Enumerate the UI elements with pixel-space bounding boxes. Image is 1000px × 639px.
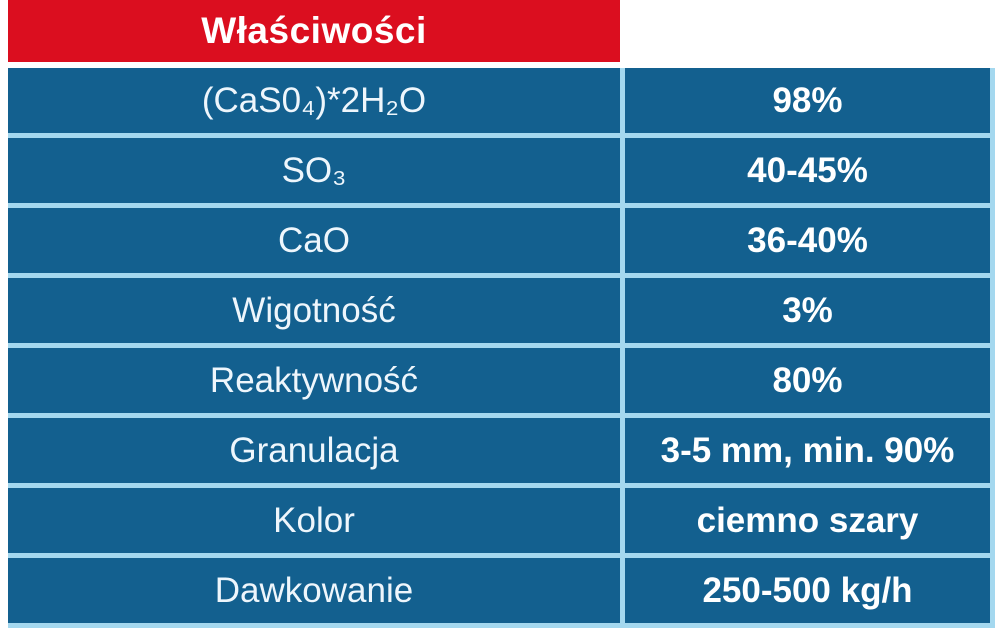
property-value-cell: ciemno szary <box>625 488 990 553</box>
header-spacer <box>620 0 995 62</box>
table-row: Reaktywność 80% <box>8 348 990 413</box>
property-value-cell: 80% <box>625 348 990 413</box>
table-row: (CaS0₄)*2H₂O 98% <box>8 68 990 133</box>
table-row: CaO 36-40% <box>8 208 990 273</box>
property-name-cell: SO₃ <box>8 138 620 203</box>
table-body: (CaS0₄)*2H₂O 98% SO₃ 40-45% CaO 36-40% W… <box>8 68 995 628</box>
property-value-cell: 40-45% <box>625 138 990 203</box>
table-header-properties: Właściwości <box>8 0 620 62</box>
property-name-cell: Dawkowanie <box>8 558 620 623</box>
table-row: Granulacja 3-5 mm, min. 90% <box>8 418 990 483</box>
property-value-cell: 250-500 kg/h <box>625 558 990 623</box>
property-name-cell: (CaS0₄)*2H₂O <box>8 68 620 133</box>
property-name-cell: CaO <box>8 208 620 273</box>
table-row: Wigotność 3% <box>8 278 990 343</box>
property-name-cell: Reaktywność <box>8 348 620 413</box>
properties-table: Właściwości (CaS0₄)*2H₂O 98% SO₃ 40-45% … <box>8 0 995 628</box>
property-value-cell: 3-5 mm, min. 90% <box>625 418 990 483</box>
table-row: SO₃ 40-45% <box>8 138 990 203</box>
property-value-cell: 98% <box>625 68 990 133</box>
table-header-row: Właściwości <box>8 0 995 62</box>
property-name-cell: Wigotność <box>8 278 620 343</box>
table-row: Kolor ciemno szary <box>8 488 990 553</box>
property-name-cell: Granulacja <box>8 418 620 483</box>
table-row: Dawkowanie 250-500 kg/h <box>8 558 990 623</box>
property-name-cell: Kolor <box>8 488 620 553</box>
property-value-cell: 3% <box>625 278 990 343</box>
property-value-cell: 36-40% <box>625 208 990 273</box>
